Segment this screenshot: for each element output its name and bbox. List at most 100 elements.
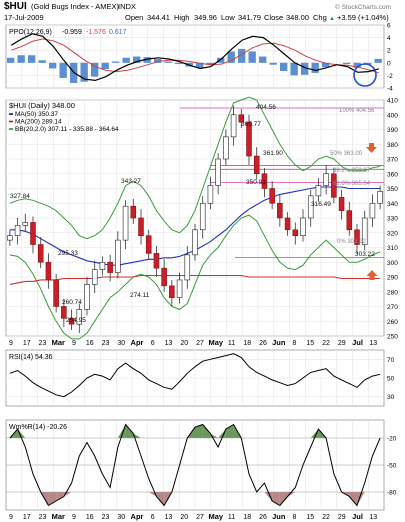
ppo-histogram-bar — [301, 62, 309, 75]
candle-body — [76, 309, 83, 325]
candle-body — [199, 202, 206, 231]
fib-label: 0% 303.22 — [337, 239, 366, 245]
overbought-fill — [133, 433, 141, 438]
bottom-x-tick-label: 18 — [243, 514, 251, 521]
williams-y-tick: -20 — [387, 436, 397, 443]
candle-body — [253, 155, 260, 175]
x-tick-label: 26 — [259, 340, 267, 347]
open-label: Open — [125, 13, 143, 22]
bottom-x-tick-label: 15 — [306, 514, 314, 521]
candle-body — [130, 205, 137, 219]
oversold-fill — [357, 492, 365, 506]
overbought-fill — [195, 424, 203, 438]
ppo-histogram-bar — [196, 62, 204, 68]
oversold-fill — [272, 492, 280, 506]
candle-body — [169, 285, 175, 298]
overbought-fill — [202, 424, 211, 438]
x-tick-label: 20 — [180, 340, 188, 347]
bottom-x-tick-label: 26 — [259, 514, 267, 521]
candle-body — [315, 185, 322, 197]
oversold-fill — [48, 492, 57, 506]
candle-body — [346, 210, 353, 231]
candle-body — [323, 173, 329, 186]
candle-body — [176, 279, 183, 298]
candle-body — [223, 136, 229, 160]
x-tick-label: 30 — [117, 340, 125, 347]
ppo-histogram-bar — [122, 57, 130, 63]
bottom-x-tick-label: 6 — [151, 514, 155, 521]
ppo-y-tick: -2 — [387, 73, 393, 80]
candle-body — [369, 202, 376, 219]
x-tick-label: 6 — [151, 340, 155, 347]
price-annotation: 316.49 — [311, 201, 331, 208]
ppo-histogram-bar — [343, 62, 351, 65]
ppo-histogram-bar — [290, 62, 298, 76]
price-annotation: 260.74 — [62, 299, 82, 306]
overbought-fill — [125, 424, 134, 438]
price-y-tick: 400 — [387, 112, 398, 119]
high-value: 349.96 — [194, 13, 217, 22]
x-tick-label: Apr — [131, 338, 144, 347]
candle-body — [230, 114, 237, 138]
ppo-histogram-bar — [269, 62, 277, 65]
price-y-tick: 340 — [387, 201, 398, 208]
bottom-x-tick-label: Mar — [52, 512, 65, 521]
oversold-fill — [279, 492, 288, 506]
x-tick-label: 15 — [306, 340, 314, 347]
bottom-x-tick-label: 27 — [196, 514, 204, 521]
ppo-y-tick: 4 — [387, 35, 391, 42]
x-tick-label: 13 — [165, 340, 173, 347]
ppo-histogram-bar — [133, 56, 141, 63]
x-tick-label: Mar — [52, 338, 65, 347]
candle-body — [99, 261, 106, 270]
candle-body — [138, 217, 144, 237]
candle-body — [361, 217, 368, 245]
ppo-y-tick: 6 — [387, 23, 391, 30]
oversold-fill — [56, 492, 64, 501]
ppo-legend-hist: 0.617 — [109, 29, 127, 36]
candle-body — [84, 284, 90, 310]
down-arrow-icon — [366, 143, 377, 153]
index-name: (Gold Bugs Index - AMEX) — [31, 2, 119, 11]
price-y-tick: 250 — [387, 334, 398, 341]
candle-body — [115, 239, 121, 273]
candle-body — [338, 197, 345, 211]
candle-body — [68, 317, 75, 325]
bottom-x-tick-label: 11 — [228, 514, 235, 521]
candle-body — [30, 222, 36, 245]
ppo-histogram-bar — [280, 62, 288, 71]
watermark: © StockCharts.com — [335, 3, 391, 11]
rsi-line — [9, 353, 381, 398]
candle-body — [145, 235, 152, 254]
bottom-x-tick-label: 17 — [23, 514, 31, 521]
overbought-fill — [310, 429, 319, 438]
candle-body — [277, 202, 283, 219]
oversold-fill — [156, 492, 165, 506]
candle-body — [377, 191, 383, 204]
ppo-line — [10, 33, 379, 82]
ppo-histogram-bar — [217, 57, 225, 63]
williams-y-tick: -80 — [387, 490, 397, 497]
bottom-x-tick-label: 8 — [293, 514, 297, 521]
x-tick-label: 17 — [23, 340, 31, 347]
x-tick-label: 16 — [86, 340, 94, 347]
low-label: Low — [221, 13, 235, 22]
price-y-tick: 370 — [387, 157, 398, 164]
candle-body — [331, 173, 337, 198]
x-tick-label: 22 — [322, 340, 330, 347]
rsi-legend: RSI(14) 54.36 — [9, 354, 53, 361]
x-tick-label: 9 — [72, 340, 76, 347]
ppo-histogram-bar — [17, 55, 25, 63]
price-y-tick: 300 — [387, 260, 398, 267]
ppo-histogram-bar — [49, 62, 57, 69]
x-tick-label: 18 — [243, 340, 251, 347]
chart-date: 17-Jul-2009 — [4, 13, 44, 22]
up-arrow-icon — [366, 270, 378, 280]
bottom-x-tick-label: Jun — [272, 512, 286, 521]
x-tick-label: 11 — [228, 340, 235, 347]
ppo-histogram-bar — [28, 55, 36, 63]
price-y-tick: 350 — [387, 186, 398, 193]
price-legend-entry: MA(200) 289.14 — [15, 119, 62, 126]
x-tick-label: 8 — [293, 340, 297, 347]
